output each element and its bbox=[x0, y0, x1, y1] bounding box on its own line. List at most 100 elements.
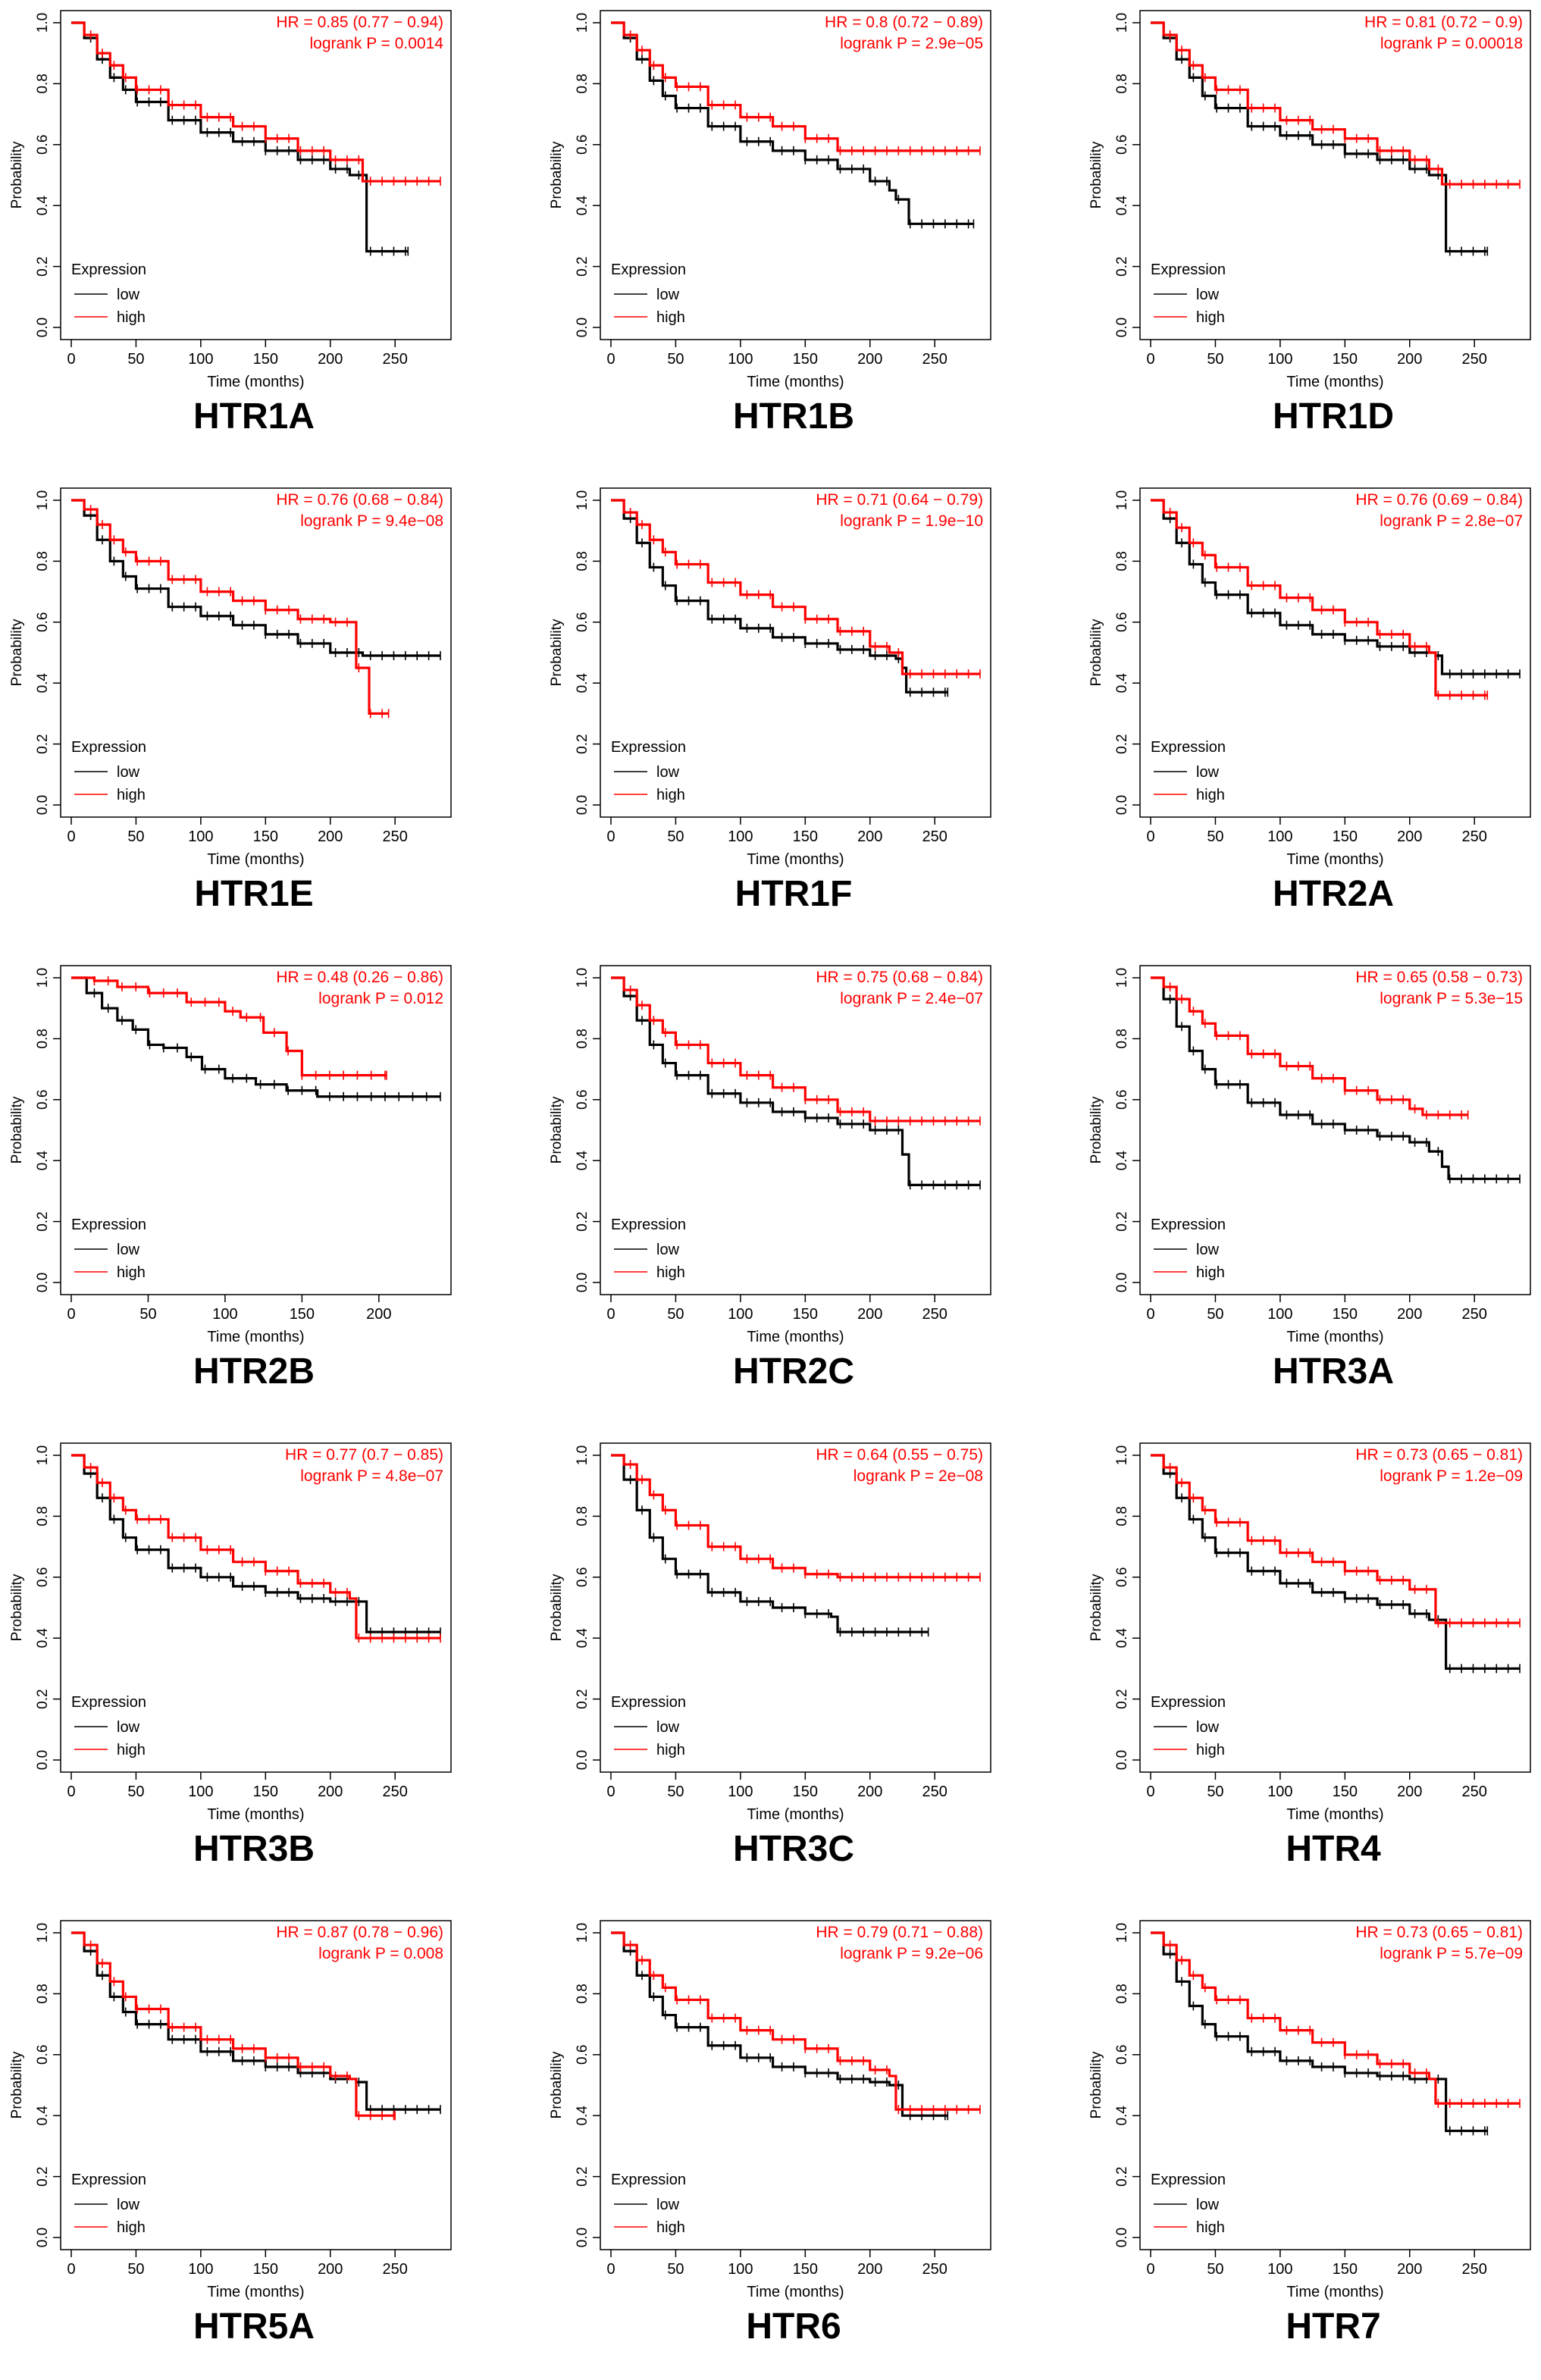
y-tick-label: 0.4 bbox=[575, 1151, 590, 1171]
y-tick-label: 1.0 bbox=[1114, 490, 1130, 510]
y-tick-label: 0.4 bbox=[1114, 1628, 1130, 1649]
legend-label-high: high bbox=[1196, 1742, 1225, 1758]
legend-title: Expression bbox=[1151, 2172, 1226, 2188]
y-tick-label: 0.4 bbox=[1114, 673, 1130, 694]
x-tick-label: 50 bbox=[1207, 351, 1223, 368]
y-tick-label: 0.0 bbox=[1114, 318, 1130, 337]
x-tick-label: 250 bbox=[383, 351, 408, 368]
y-tick-label: 0.8 bbox=[575, 551, 590, 571]
x-tick-label: 200 bbox=[318, 2261, 343, 2278]
x-tick-label: 0 bbox=[606, 828, 615, 845]
x-tick-label: 50 bbox=[127, 351, 144, 368]
y-tick-label: 0.8 bbox=[35, 1984, 51, 2003]
km-curve-high bbox=[71, 21, 440, 183]
x-tick-label: 200 bbox=[366, 1306, 391, 1323]
km-plot-htr2b: 0.0 0.2 0.4 0.6 0.8 1.0 Probability 0 50 100 150 20… bbox=[0, 955, 508, 1425]
y-tick-label: 1.0 bbox=[1114, 1923, 1130, 1943]
legend-label-high: high bbox=[1196, 1264, 1225, 1281]
legend-label-low: low bbox=[656, 287, 680, 303]
y-axis-label: Probability bbox=[1088, 2051, 1104, 2119]
y-tick-label: 0.8 bbox=[1114, 1984, 1130, 2003]
logrank-annotation: logrank P = 5.3e−15 bbox=[1380, 990, 1523, 1007]
x-tick-label: 50 bbox=[127, 2261, 144, 2278]
x-tick-label: 100 bbox=[1267, 1783, 1292, 1800]
plot-frame bbox=[1139, 10, 1531, 340]
x-axis-label: Time (months) bbox=[207, 374, 304, 390]
x-tick-label: 200 bbox=[1397, 828, 1422, 845]
km-plot-svg: 0.0 0.2 0.4 0.6 0.8 1.0 Probability 0 50 100 150 20… bbox=[9, 1920, 452, 2300]
plot-frame bbox=[60, 1442, 452, 1773]
y-tick-label: 1.0 bbox=[35, 13, 51, 33]
plot-frame bbox=[60, 1920, 452, 2250]
hr-annotation: HR = 0.81 (0.72 − 0.9) bbox=[1364, 14, 1523, 31]
y-tick-label: 0.0 bbox=[35, 795, 51, 815]
legend-label-low: low bbox=[117, 1242, 140, 1258]
x-tick-label: 250 bbox=[1462, 1306, 1487, 1323]
x-tick-label: 150 bbox=[290, 1306, 315, 1323]
gene-title: HTR1B bbox=[732, 396, 854, 437]
y-tick-label: 0.4 bbox=[35, 1151, 51, 1171]
x-tick-label: 0 bbox=[67, 828, 75, 845]
gene-title: HTR2C bbox=[732, 1351, 854, 1392]
y-axis-label: Probability bbox=[549, 141, 565, 208]
km-curve-high bbox=[71, 1454, 440, 1639]
km-plot-htr6: 0.0 0.2 0.4 0.6 0.8 1.0 Probability 0 50 100 150 20… bbox=[540, 1910, 1048, 2380]
km-plot-svg: 0.0 0.2 0.4 0.6 0.8 1.0 Probability 0 50 100 150 20… bbox=[549, 965, 991, 1345]
km-plot-svg: 0.0 0.2 0.4 0.6 0.8 1.0 Probability 0 50 100 150 20… bbox=[1088, 10, 1531, 390]
y-axis-label: Probability bbox=[1088, 618, 1104, 686]
y-tick-label: 0.2 bbox=[575, 734, 590, 753]
y-tick-label: 0.0 bbox=[1114, 1750, 1130, 1770]
x-tick-label: 100 bbox=[188, 351, 213, 368]
x-axis-label: Time (months) bbox=[207, 851, 304, 868]
km-curve-low bbox=[71, 976, 440, 1098]
y-tick-label: 0.8 bbox=[575, 1506, 590, 1526]
y-axis-label: Probability bbox=[9, 2051, 25, 2119]
y-tick-label: 0.6 bbox=[575, 612, 590, 632]
legend-title: Expression bbox=[71, 261, 146, 278]
y-tick-label: 0.0 bbox=[575, 2228, 590, 2247]
x-axis-label: Time (months) bbox=[1286, 1806, 1383, 1823]
km-plot-htr1f: 0.0 0.2 0.4 0.6 0.8 1.0 Probability 0 50 100 150 20… bbox=[540, 478, 1048, 947]
km-curve-high bbox=[611, 499, 980, 675]
km-plot-htr1e: 0.0 0.2 0.4 0.6 0.8 1.0 Probability 0 50 100 150 20… bbox=[0, 478, 508, 947]
legend-title: Expression bbox=[71, 739, 146, 756]
y-tick-label: 0.8 bbox=[35, 551, 51, 571]
plot-frame bbox=[600, 1442, 991, 1773]
y-tick-label: 0.4 bbox=[35, 2106, 51, 2126]
y-axis-label: Probability bbox=[9, 1096, 25, 1163]
x-tick-label: 0 bbox=[67, 351, 75, 368]
y-axis-label: Probability bbox=[1088, 1574, 1104, 1641]
x-axis-label: Time (months) bbox=[1286, 2284, 1383, 2300]
y-axis-label: Probability bbox=[1088, 1096, 1104, 1163]
y-tick-label: 0.2 bbox=[575, 1689, 590, 1708]
x-tick-label: 250 bbox=[383, 1783, 408, 1800]
y-tick-label: 0.6 bbox=[575, 2045, 590, 2065]
x-tick-label: 200 bbox=[318, 1783, 343, 1800]
y-tick-label: 0.6 bbox=[35, 1090, 51, 1110]
x-axis-label: Time (months) bbox=[1286, 851, 1383, 868]
x-tick-label: 100 bbox=[728, 351, 753, 368]
y-tick-label: 0.0 bbox=[1114, 795, 1130, 815]
logrank-annotation: logrank P = 1.2e−09 bbox=[1380, 1467, 1523, 1485]
legend-label-low: low bbox=[117, 1719, 140, 1736]
km-plot-htr5a: 0.0 0.2 0.4 0.6 0.8 1.0 Probability 0 50 100 150 20… bbox=[0, 1910, 508, 2380]
y-tick-label: 0.2 bbox=[575, 256, 590, 276]
y-tick-label: 0.8 bbox=[35, 1506, 51, 1526]
x-tick-label: 250 bbox=[383, 828, 408, 845]
x-tick-label: 150 bbox=[793, 1306, 818, 1323]
x-tick-label: 0 bbox=[1146, 828, 1154, 845]
x-tick-label: 150 bbox=[253, 351, 278, 368]
x-tick-label: 150 bbox=[1333, 828, 1358, 845]
x-tick-label: 200 bbox=[857, 2261, 882, 2278]
gene-title: HTR2B bbox=[193, 1351, 315, 1392]
y-tick-label: 0.0 bbox=[1114, 1273, 1130, 1292]
y-tick-label: 0.6 bbox=[1114, 1567, 1130, 1587]
hr-annotation: HR = 0.73 (0.65 − 0.81) bbox=[1355, 1446, 1523, 1464]
y-axis-label: Probability bbox=[1088, 141, 1104, 208]
x-tick-label: 0 bbox=[67, 2261, 75, 2278]
x-tick-label: 200 bbox=[857, 1783, 882, 1800]
x-tick-label: 250 bbox=[922, 1783, 947, 1800]
x-tick-label: 50 bbox=[127, 1783, 144, 1800]
gene-title: HTR1E bbox=[194, 874, 314, 914]
x-axis-label: Time (months) bbox=[207, 2284, 304, 2300]
